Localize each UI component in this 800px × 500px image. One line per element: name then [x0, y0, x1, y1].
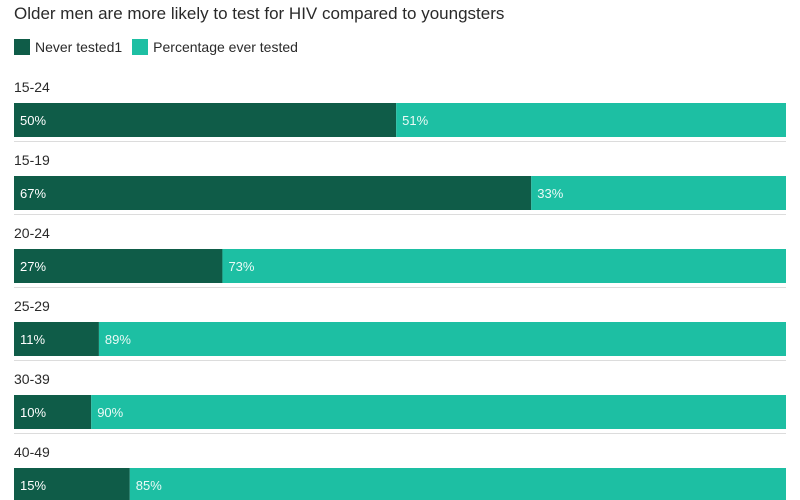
- value-label-ever-tested-40-49: 85%: [136, 478, 162, 493]
- category-label-15-24: 15-24: [14, 79, 50, 95]
- value-label-ever-tested-15-24: 51%: [402, 113, 428, 128]
- value-label-never-tested-15-19: 67%: [20, 186, 46, 201]
- legend-label-ever-tested: Percentage ever tested: [153, 39, 298, 55]
- category-label-30-39: 30-39: [14, 371, 50, 387]
- bar-ever-tested-25-29: [98, 322, 787, 356]
- category-label-15-19: 15-19: [14, 152, 50, 168]
- bar-never-tested-30-39: [14, 395, 92, 429]
- chart-title: Older men are more likely to test for HI…: [14, 4, 505, 23]
- legend-item-never-tested: Never tested1: [14, 39, 122, 55]
- value-label-never-tested-20-24: 27%: [20, 259, 46, 274]
- value-label-never-tested-30-39: 10%: [20, 405, 46, 420]
- bar-ever-tested-15-24: [396, 103, 786, 137]
- bar-ever-tested-40-49: [129, 468, 787, 500]
- bar-never-tested-15-24: [14, 103, 397, 137]
- bar-ever-tested-30-39: [91, 395, 786, 429]
- legend-item-ever-tested: Percentage ever tested: [132, 39, 298, 55]
- legend-label-never-tested: Never tested1: [35, 39, 123, 55]
- value-label-never-tested-15-24: 50%: [20, 113, 46, 128]
- bar-ever-tested-15-19: [531, 176, 786, 210]
- bar-never-tested-15-19: [14, 176, 532, 210]
- value-label-never-tested-40-49: 15%: [20, 478, 46, 493]
- bar-never-tested-20-24: [14, 249, 223, 283]
- bar-never-tested-25-29: [14, 322, 99, 356]
- bar-never-tested-40-49: [14, 468, 130, 500]
- value-label-ever-tested-20-24: 73%: [228, 259, 254, 274]
- legend: Never tested1 Percentage ever tested: [14, 39, 308, 55]
- category-label-25-29: 25-29: [14, 298, 50, 314]
- value-label-never-tested-25-29: 11%: [20, 332, 45, 347]
- bar-ever-tested-20-24: [222, 249, 786, 283]
- legend-swatch-ever-tested: [132, 39, 149, 55]
- value-label-ever-tested-30-39: 90%: [97, 405, 123, 420]
- value-label-ever-tested-15-19: 33%: [537, 186, 563, 201]
- category-label-20-24: 20-24: [14, 225, 50, 241]
- category-label-40-49: 40-49: [14, 444, 50, 460]
- value-label-ever-tested-25-29: 89%: [105, 332, 131, 347]
- legend-swatch-never-tested: [14, 39, 30, 55]
